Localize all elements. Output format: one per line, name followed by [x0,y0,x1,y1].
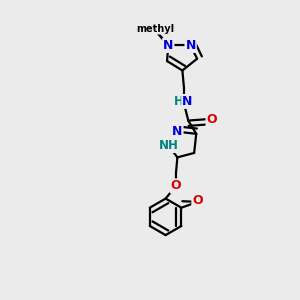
Text: NH: NH [159,139,178,152]
Text: O: O [171,179,181,192]
Text: methyl: methyl [137,23,176,33]
Text: N: N [185,39,196,52]
Text: N: N [172,125,183,138]
Text: O: O [206,112,217,126]
Text: H: H [174,95,184,108]
Text: N: N [163,39,173,52]
Text: N: N [182,95,193,108]
Text: methyl: methyl [136,24,174,34]
Text: O: O [192,194,203,207]
